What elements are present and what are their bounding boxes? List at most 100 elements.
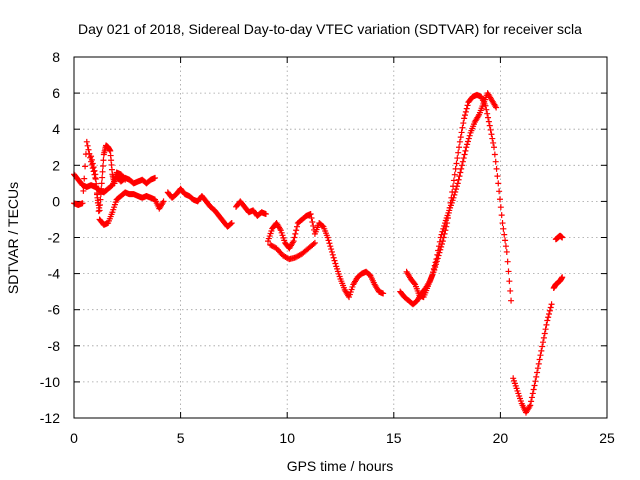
data-point	[310, 240, 317, 247]
data-point	[489, 135, 496, 142]
data-point	[538, 347, 545, 354]
x-tick-label: 25	[599, 430, 615, 446]
data-point	[450, 194, 457, 201]
series-sdtvar-l	[552, 232, 566, 243]
data-point	[464, 141, 471, 148]
data-point	[91, 167, 98, 174]
y-tick-label: -6	[48, 302, 61, 318]
data-point	[457, 134, 464, 141]
series-sdtvar-j	[510, 301, 555, 416]
data-point	[493, 104, 500, 111]
data-point	[496, 196, 503, 203]
data-point	[460, 120, 467, 127]
data-point	[97, 202, 104, 209]
data-point	[439, 228, 446, 235]
data-point	[227, 220, 234, 227]
data-point	[434, 251, 441, 258]
data-point	[121, 175, 128, 182]
data-point	[528, 398, 535, 405]
x-tick-label: 20	[493, 430, 509, 446]
series-sdtvar-i	[403, 90, 500, 301]
data-point	[331, 257, 338, 264]
series-sdtvar-e	[233, 198, 269, 219]
data-point	[455, 176, 462, 183]
x-tick-label: 15	[386, 430, 402, 446]
y-tick-label: 6	[52, 85, 60, 101]
data-point	[452, 165, 459, 172]
data-point	[453, 183, 460, 190]
data-point	[540, 334, 547, 341]
data-point	[546, 311, 553, 318]
data-point	[84, 142, 91, 149]
data-point	[462, 112, 469, 119]
data-point	[81, 175, 88, 182]
data-point	[430, 265, 437, 272]
data-point	[291, 234, 298, 241]
x-tick-label: 0	[70, 430, 78, 446]
data-point	[454, 155, 461, 162]
data-point	[88, 156, 95, 163]
data-point	[330, 254, 337, 261]
data-point	[437, 234, 444, 241]
data-point	[439, 238, 446, 245]
data-point	[411, 280, 418, 287]
data-point	[88, 153, 95, 160]
data-point	[502, 243, 509, 250]
data-point	[488, 131, 495, 138]
data-point	[463, 105, 470, 112]
data-point	[548, 301, 555, 308]
data-point	[545, 314, 552, 321]
data-point	[544, 317, 551, 324]
data-point	[228, 220, 235, 227]
data-point	[292, 230, 299, 237]
data-point	[79, 200, 86, 207]
data-point	[324, 234, 331, 241]
data-point	[328, 246, 335, 253]
data-point	[543, 321, 550, 328]
data-point	[326, 240, 333, 247]
data-point	[435, 243, 442, 250]
data-point	[531, 382, 538, 389]
data-point	[495, 180, 502, 187]
x-tick-label: 10	[279, 430, 295, 446]
data-point	[435, 252, 442, 259]
y-tick-label: 8	[52, 49, 60, 65]
data-point	[536, 356, 543, 363]
data-point	[430, 269, 437, 276]
y-tick-label: 2	[52, 157, 60, 173]
y-tick-labels: -12 -10 -8 -6 -4 -2 0 2 4 6 8	[40, 49, 60, 426]
data-point	[433, 256, 440, 263]
data-point	[310, 222, 317, 229]
data-point	[450, 177, 457, 184]
data-point	[453, 160, 460, 167]
data-point	[456, 173, 463, 180]
data-point	[325, 237, 332, 244]
data-point	[462, 147, 469, 154]
data-point	[99, 163, 106, 170]
plot-frame	[73, 56, 608, 419]
data-point	[459, 124, 466, 131]
data-point	[490, 139, 497, 146]
y-tick-label: -4	[48, 266, 61, 282]
data-point	[293, 227, 300, 234]
data-point	[455, 149, 462, 156]
data-point	[99, 168, 106, 175]
data-point	[501, 231, 508, 238]
x-axis-label: GPS time / hours	[287, 458, 394, 474]
y-tick-label: -2	[48, 230, 61, 246]
data-point	[85, 146, 92, 153]
data-point	[432, 259, 439, 266]
data-point	[438, 231, 445, 238]
data-point	[97, 191, 104, 198]
data-point	[429, 272, 436, 279]
data-point	[307, 211, 314, 218]
data-point	[493, 165, 500, 172]
data-point	[547, 304, 554, 311]
data-point	[541, 330, 548, 337]
data-point	[456, 144, 463, 151]
chart-title: Day 021 of 2018, Sidereal Day-to-day VTE…	[78, 21, 582, 37]
data-point	[456, 138, 463, 145]
data-point	[505, 268, 512, 275]
data-point	[503, 248, 510, 255]
